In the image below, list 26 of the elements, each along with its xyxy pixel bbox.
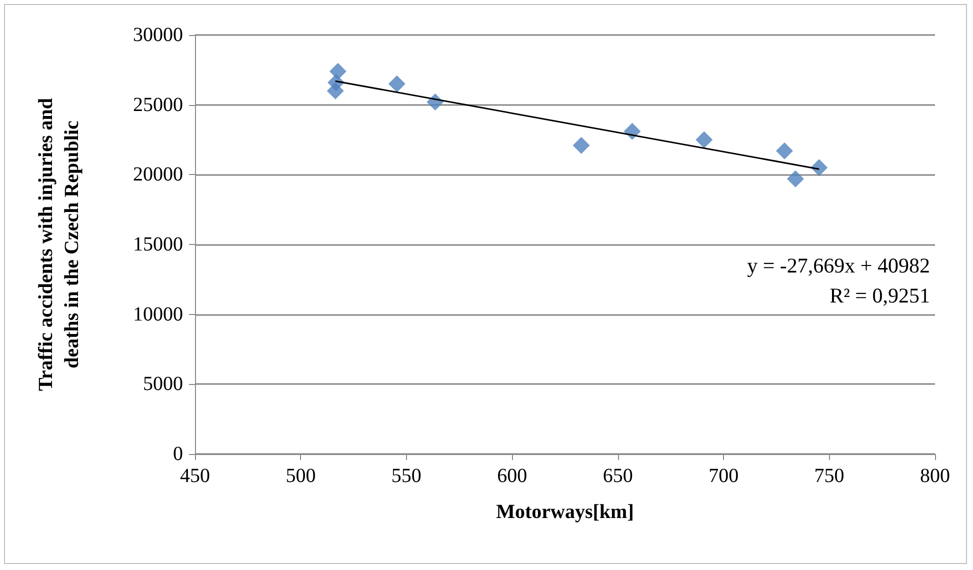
x-tick-label: 500 — [286, 465, 316, 487]
annotation: y = -27,669x + 40982 — [747, 254, 930, 278]
x-axis-title: Motorways[km] — [496, 501, 634, 523]
point — [776, 142, 793, 160]
y-tick-label: 15000 — [133, 234, 183, 256]
x-tick-label: 600 — [497, 465, 528, 487]
point — [696, 131, 713, 148]
y-tick-label: 30000 — [133, 24, 183, 46]
y-tick-label: 0 — [173, 443, 183, 465]
x-tick-label: 700 — [708, 465, 739, 487]
annotation: R² = 0,9251 — [830, 284, 930, 308]
x-tick-label: 800 — [920, 465, 950, 487]
y-tick-label: 25000 — [133, 94, 183, 116]
point — [572, 136, 590, 154]
x-tick-label: 650 — [602, 465, 633, 487]
point — [810, 159, 828, 176]
x-tick-label: 550 — [391, 465, 422, 487]
y-axis-title: Traffic accidents with injuries and deaths in the Czech Republic — [35, 98, 83, 391]
point — [786, 170, 804, 188]
x-tick-label: 750 — [814, 465, 844, 487]
y-tick-label: 20000 — [133, 164, 183, 186]
y-tick-label: 5000 — [143, 373, 183, 396]
x-tick-label: 450 — [180, 465, 210, 487]
y-tick-label: 10000 — [133, 303, 183, 326]
point — [326, 82, 344, 100]
point — [388, 75, 406, 92]
